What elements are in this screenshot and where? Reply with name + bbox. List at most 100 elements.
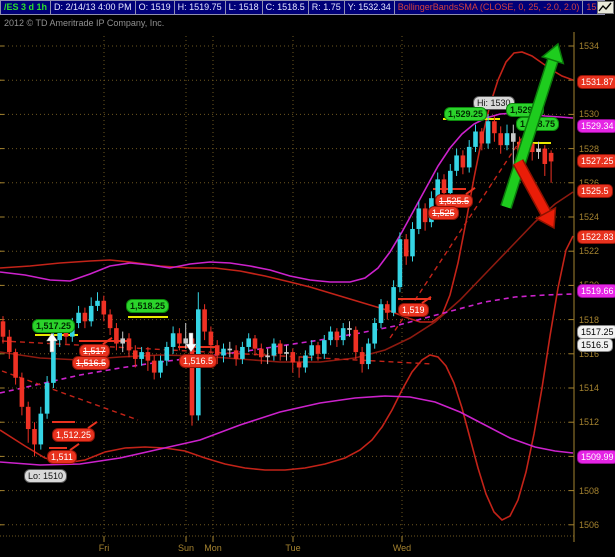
candle-body: [529, 143, 535, 153]
candle-body: [202, 309, 207, 332]
candle-body: [448, 170, 453, 194]
candle-body: [479, 131, 485, 144]
candle-body: [101, 300, 107, 315]
chart-line-icon: [598, 2, 612, 12]
study-legend-button[interactable]: BollingerBandsSMA (CLOSE, 0, 25, -2.0, 2…: [394, 0, 584, 15]
band-magenta-lower: [0, 395, 574, 466]
candle-body: [315, 345, 321, 354]
price-callout-bubble: 1,516.5: [72, 356, 111, 370]
candle-body: [277, 343, 283, 354]
candle-body: [498, 133, 503, 146]
candle-body: [0, 321, 6, 337]
candle-body: [151, 360, 157, 373]
price-tick-label: 1534: [579, 41, 600, 51]
band-red-upper: [0, 51, 574, 323]
range-readout: R: 1.75: [308, 0, 345, 15]
candle-body: [328, 331, 333, 341]
price-tick-label: 1530: [579, 109, 600, 120]
candle-body: [38, 413, 44, 445]
band-magenta-mid: [0, 293, 574, 394]
arrow-up-marker: [46, 332, 58, 353]
candle-body: [492, 121, 497, 134]
candle-body: [145, 352, 151, 361]
trendline: [1, 370, 139, 421]
candle-body: [410, 228, 415, 257]
price-callout-bubble: 1,519: [398, 303, 429, 317]
candle-body: [7, 336, 12, 353]
candle-body: [32, 429, 37, 445]
candle-body: [233, 350, 239, 359]
candle-body: [170, 333, 176, 347]
price-tick-label: 1514: [579, 383, 600, 393]
open-readout: O: 1519: [135, 0, 175, 15]
candle-body: [347, 328, 352, 330]
chart-style-button[interactable]: [597, 1, 614, 14]
candle-body: [214, 345, 220, 356]
candle-body: [378, 304, 384, 324]
candle-body: [309, 345, 314, 356]
price-callout-bubble: 1,511: [47, 450, 77, 464]
price-callout-bubble: 1,517.25: [32, 319, 76, 333]
candle-body: [19, 377, 25, 407]
high-readout: H: 1519.75: [174, 0, 226, 15]
price-tick-label: 1528: [579, 143, 600, 154]
candle-body: [466, 146, 472, 168]
axis-price-bubble: 1516.5: [577, 338, 613, 353]
date-readout: D: 2/14/13 4:00 PM: [51, 0, 136, 15]
price-tick-label: 1518: [579, 314, 600, 325]
candle-body: [353, 329, 359, 353]
candle-body: [221, 348, 226, 356]
time-axis-label: Fri: [98, 543, 110, 553]
candle-body: [372, 323, 377, 344]
price-callout-bubble: 1,518.25: [126, 299, 170, 313]
candle-body: [177, 333, 182, 344]
band-magenta-upper: [0, 112, 574, 283]
candle-body: [82, 312, 88, 322]
candle-body: [359, 352, 365, 365]
candle-body: [158, 360, 163, 373]
copyright-text: 2012 © TD Ameritrade IP Company, Inc.: [4, 18, 165, 28]
candle-body: [504, 133, 510, 146]
symbol-timeframe-button[interactable]: /ES 3 d 1h: [0, 0, 52, 15]
candle-body: [114, 328, 119, 344]
candle-body: [107, 314, 113, 329]
candle-body: [51, 340, 56, 383]
price-callout-bubble: 1,528.75: [516, 117, 560, 131]
candle-body: [240, 346, 245, 359]
chart-header-bar: /ES 3 d 1h D: 2/14/13 4:00 PM O: 1519 H:…: [0, 0, 615, 15]
candle-body: [284, 352, 289, 354]
arrow-down-marker: [185, 332, 197, 353]
candle-body: [366, 343, 371, 365]
candle-body: [397, 239, 403, 288]
candle-body: [44, 382, 50, 414]
price-callout-bubble: 1,525: [428, 206, 459, 220]
candle-body: [120, 338, 125, 344]
candle-body: [416, 208, 422, 229]
price-tick-label: 1522: [579, 246, 600, 257]
y-value-readout: Y: 1532.34: [344, 0, 395, 15]
price-callout-bubble: 1,529.5: [506, 103, 545, 117]
band-red-lower: [0, 235, 574, 521]
price-tick-label: 1526: [579, 177, 600, 188]
candle-body: [523, 143, 529, 154]
candle-body: [322, 340, 327, 354]
time-axis-label: Wed: [392, 543, 412, 553]
time-axis-label: Tue: [285, 543, 301, 553]
candle-body: [265, 355, 270, 358]
candle-body: [164, 346, 170, 361]
candle-body: [303, 355, 308, 368]
price-callout-bubble: 1,529.25: [444, 107, 488, 121]
candle-body: [422, 208, 428, 223]
price-tick-label: 1524: [579, 212, 600, 222]
chart-canvas: [0, 32, 575, 542]
candle-body: [25, 406, 31, 430]
price-callout-bubble: 1,516.5: [179, 354, 218, 368]
candle-body: [133, 350, 138, 359]
axis-price-bubble: 1525.5: [577, 184, 613, 199]
candle-body: [183, 338, 188, 344]
candle-body: [542, 148, 548, 164]
time-axis-label: Sun: [177, 543, 195, 553]
candle-body: [57, 328, 62, 341]
price-callout-bubble: 1,512.25: [52, 428, 96, 442]
